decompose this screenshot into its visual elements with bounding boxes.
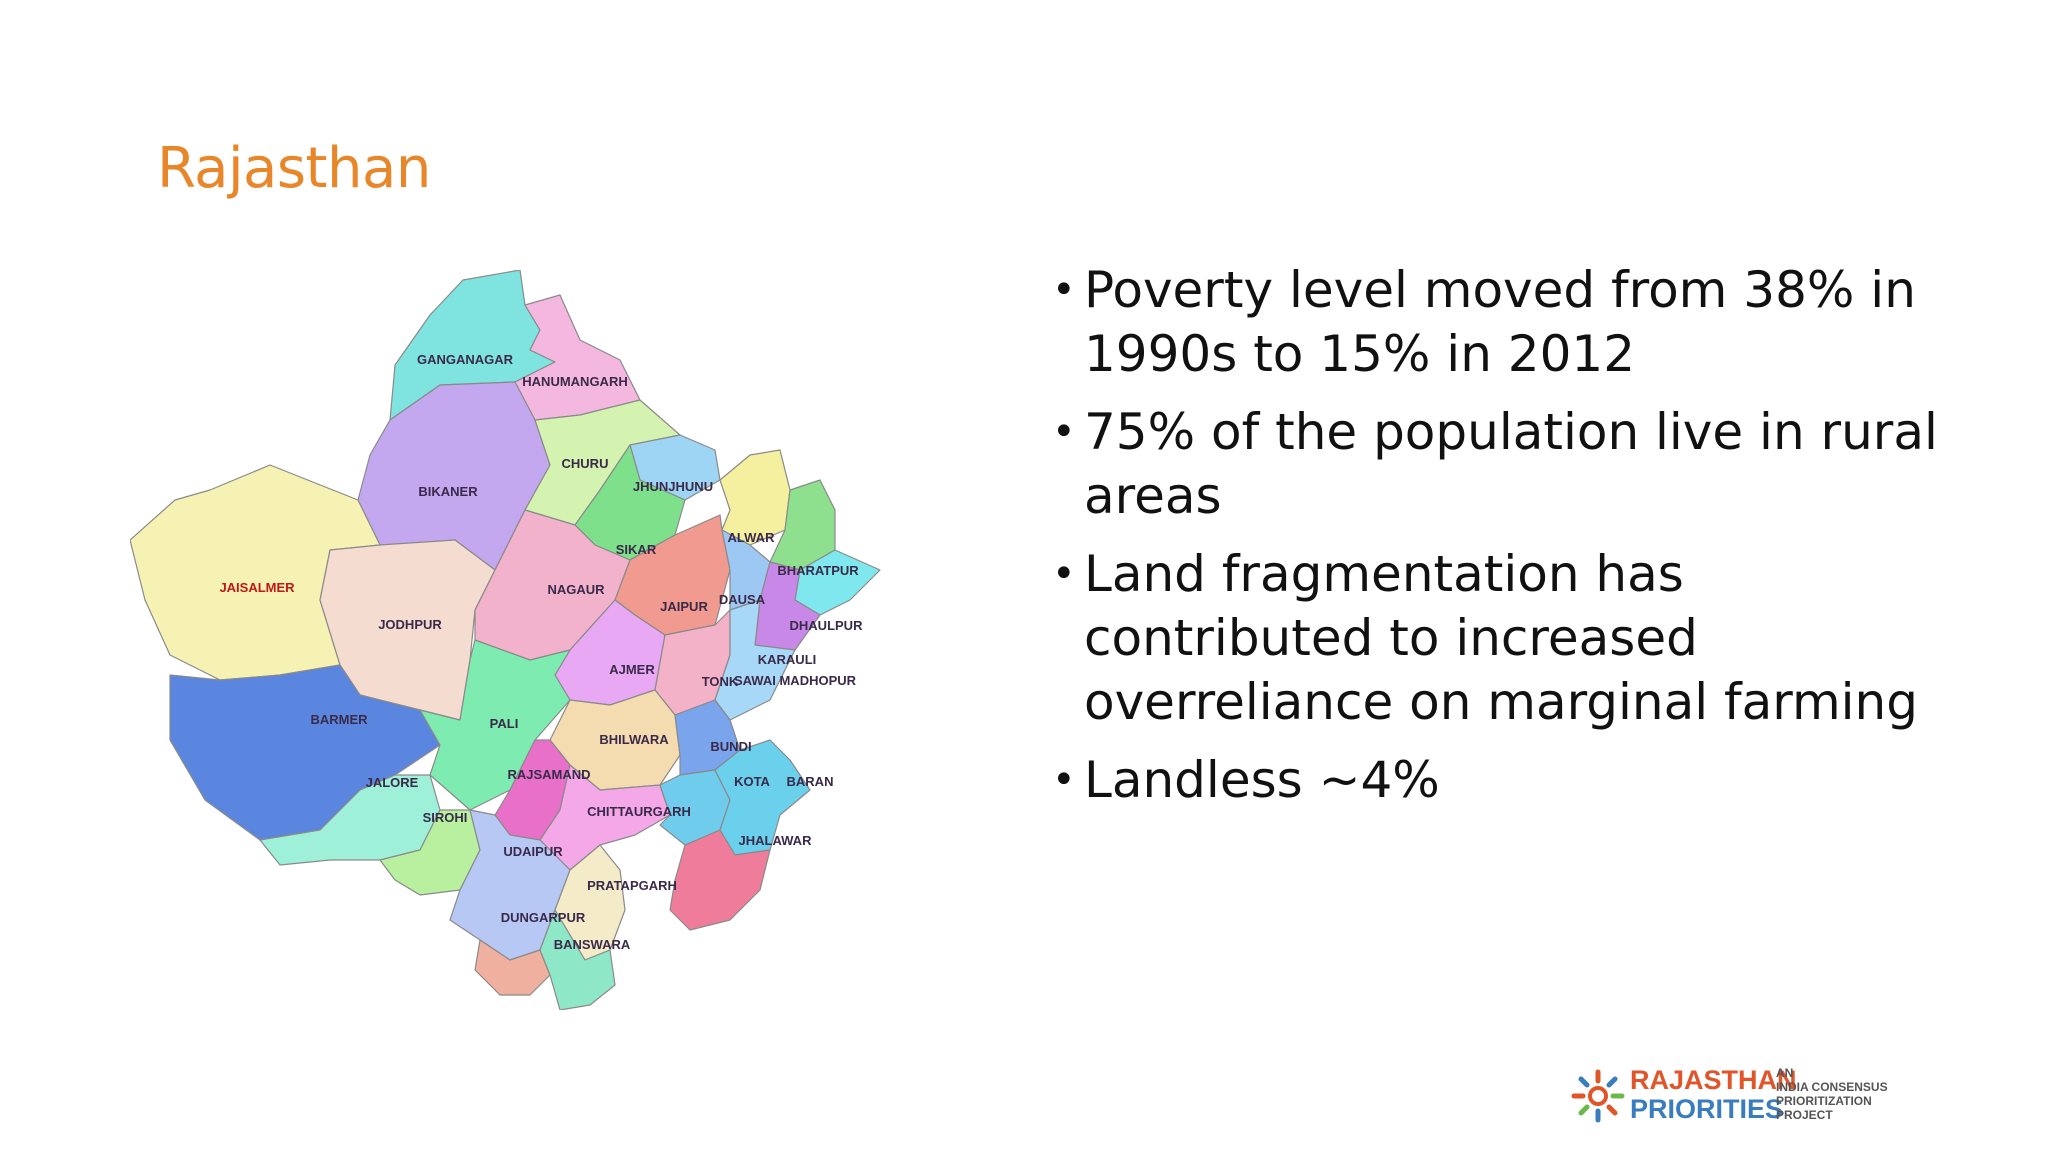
bullet-glyph: • xyxy=(1052,409,1076,455)
district-pali xyxy=(419,639,571,811)
logo-line-1: RAJASTHAN xyxy=(1630,1065,1797,1095)
bullet-item: • Poverty level moved from 38% in 1990s t… xyxy=(1050,258,1970,386)
label-hanumangarh: HANUMANGARH xyxy=(522,374,627,389)
bullet-glyph: • xyxy=(1052,551,1076,597)
bullet-item: • Landless ~4% xyxy=(1050,748,1970,812)
sun-burst-icon xyxy=(1571,1069,1625,1123)
rajasthan-district-map: GANGANAGAR HANUMANGARH BIKANER CHURU JHU… xyxy=(130,270,1010,1010)
label-bharatpur: BHARATPUR xyxy=(777,563,859,578)
label-sawai-madhopur: SAWAI MADHOPUR xyxy=(734,673,857,688)
label-banswara: BANSWARA xyxy=(554,937,631,952)
label-barmer: BARMER xyxy=(310,712,368,727)
label-karauli: KARAULI xyxy=(758,652,817,667)
label-churu: CHURU xyxy=(562,456,609,471)
bullet-item: • 75% of the population live in rural are… xyxy=(1050,400,1970,528)
label-pali: PALI xyxy=(490,716,519,731)
district-barmer xyxy=(169,664,441,841)
slide-title: Rajasthan xyxy=(157,136,431,201)
label-jaisalmer: JAISALMER xyxy=(219,580,295,595)
logo-tagline-line: INDIA CONSENSUS xyxy=(1776,1080,1888,1094)
bullet-text: Land fragmentation has contributed to in… xyxy=(1084,545,1918,731)
label-sikar: SIKAR xyxy=(616,542,657,557)
label-bhilwara: BHILWARA xyxy=(599,732,669,747)
label-chittaurgarh: CHITTAURGARH xyxy=(587,804,691,819)
label-bikaner: BIKANER xyxy=(418,484,478,499)
label-baran: BARAN xyxy=(787,774,834,789)
bullet-item: • Land fragmentation has contributed to i… xyxy=(1050,542,1970,734)
map-svg: GANGANAGAR HANUMANGARH BIKANER CHURU JHU… xyxy=(130,270,881,1010)
bullet-list: • Poverty level moved from 38% in 1990s t… xyxy=(1050,258,1970,826)
logo-wordmark: RAJASTHAN PRIORITIES xyxy=(1630,1066,1797,1124)
label-jhalawar: JHALAWAR xyxy=(739,833,813,848)
bullet-glyph: • xyxy=(1052,757,1076,803)
label-ajmer: AJMER xyxy=(609,662,655,677)
district-jhalawar xyxy=(669,829,771,931)
label-kota: KOTA xyxy=(734,774,770,789)
label-bundi: BUNDI xyxy=(710,739,751,754)
district-sawai-madhopur xyxy=(714,599,796,721)
bullet-glyph: • xyxy=(1052,267,1076,313)
logo-tagline-line: PRIORITIZATION xyxy=(1776,1094,1872,1108)
bullet-text: Poverty level moved from 38% in 1990s to… xyxy=(1084,261,1916,383)
district-baran xyxy=(714,739,811,856)
logo-tagline-line: PROJECT xyxy=(1776,1108,1833,1122)
label-nagaur: NAGAUR xyxy=(547,582,605,597)
label-dausa: DAUSA xyxy=(719,592,766,607)
logo-line-2: PRIORITIES xyxy=(1630,1094,1784,1124)
label-jaipur: JAIPUR xyxy=(660,599,708,614)
bullet-text: Landless ~4% xyxy=(1084,751,1440,809)
label-sirohi: SIROHI xyxy=(423,810,468,825)
logo-tagline-line: AN xyxy=(1776,1066,1794,1080)
label-alwar: ALWAR xyxy=(728,530,776,545)
label-dungarpur: DUNGARPUR xyxy=(501,910,586,925)
label-dhaulpur: DHAULPUR xyxy=(790,618,864,633)
bullet-text: 75% of the population live in rural area… xyxy=(1084,403,1938,525)
label-tonk: TONK xyxy=(702,674,739,689)
logo-tagline: AN INDIA CONSENSUS PRIORITIZATION PROJEC… xyxy=(1776,1066,1888,1122)
label-rajsamand: RAJSAMAND xyxy=(507,767,590,782)
label-jalore: JALORE xyxy=(366,775,419,790)
label-jodhpur: JODHPUR xyxy=(378,617,442,632)
label-udaipur: UDAIPUR xyxy=(503,844,563,859)
district-banswara xyxy=(539,909,616,1010)
label-jhunjhunu: JHUNJHUNU xyxy=(633,479,713,494)
label-pratapgarh: PRATAPGARH xyxy=(587,878,677,893)
rajasthan-priorities-logo: RAJASTHAN PRIORITIES AN INDIA CONSENSUS … xyxy=(1568,1062,1928,1128)
district-dungarpur xyxy=(474,939,551,996)
label-ganganagar: GANGANAGAR xyxy=(417,352,514,367)
